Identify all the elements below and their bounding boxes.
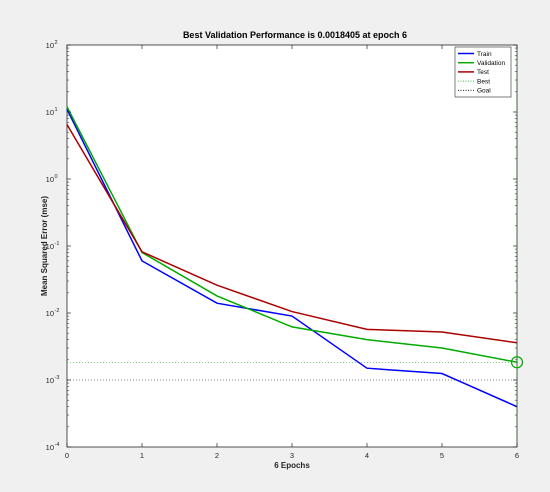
legend-item-best: Best: [458, 78, 490, 85]
y-tick-label: 10 -4: [46, 442, 60, 452]
legend: Train Validation Test Best Goal: [454, 46, 512, 98]
chart-title: Best Validation Performance is 0.0018405…: [183, 30, 407, 40]
y-tick-base: 10: [46, 41, 54, 50]
y-tick-exponent: -1: [55, 241, 60, 247]
y-tick-label: 10 -2: [46, 308, 60, 318]
x-tick-label: 3: [290, 451, 294, 460]
x-axis-ticks: 0 1 2 3 4 5 6: [65, 45, 519, 460]
x-tick-label: 0: [65, 451, 69, 460]
y-tick-exponent: 2: [55, 40, 58, 46]
series-lines: [66, 106, 518, 408]
y-tick-base: 10: [46, 108, 54, 117]
series-line-test: [66, 124, 518, 344]
x-tick-label: 6: [515, 451, 519, 460]
y-tick-base: 10: [46, 175, 54, 184]
legend-label: Train: [477, 51, 492, 58]
legend-item-validation: Validation: [458, 60, 505, 67]
y-tick-exponent: -4: [55, 442, 60, 448]
legend-item-goal: Goal: [458, 88, 491, 95]
best-marker: [510, 356, 524, 369]
x-tick-label: 4: [365, 451, 369, 460]
best-point-circle: [510, 356, 524, 369]
legend-box: [454, 46, 512, 98]
y-tick-label: 10 2: [46, 40, 58, 50]
x-tick-label: 5: [440, 451, 444, 460]
x-tick-label: 1: [140, 451, 144, 460]
y-tick-exponent: 1: [55, 107, 58, 113]
y-tick-label: 10 -1: [46, 241, 60, 251]
legend-item-test: Test: [458, 69, 489, 76]
legend-label: Validation: [477, 60, 505, 67]
series-line-train: [66, 108, 518, 408]
y-tick-label: 10 -3: [46, 375, 60, 385]
y-tick-base: 10: [46, 242, 54, 251]
y-tick-base: 10: [46, 376, 54, 385]
y-tick-base: 10: [46, 309, 54, 318]
legend-label: Test: [477, 69, 489, 76]
legend-item-train: Train: [458, 51, 492, 58]
y-tick-exponent: -3: [55, 375, 60, 381]
x-axis-label: 6 Epochs: [274, 461, 310, 470]
legend-label: Goal: [477, 88, 491, 95]
y-tick-label: 10 0: [46, 174, 58, 184]
y-tick-label: 10 1: [46, 107, 58, 117]
y-axis-label: Mean Squared Error (mse): [40, 196, 49, 296]
legend-label: Best: [477, 78, 490, 85]
x-tick-label: 2: [215, 451, 219, 460]
y-tick-exponent: -2: [55, 308, 60, 314]
y-tick-base: 10: [46, 443, 54, 452]
y-tick-exponent: 0: [55, 174, 58, 180]
